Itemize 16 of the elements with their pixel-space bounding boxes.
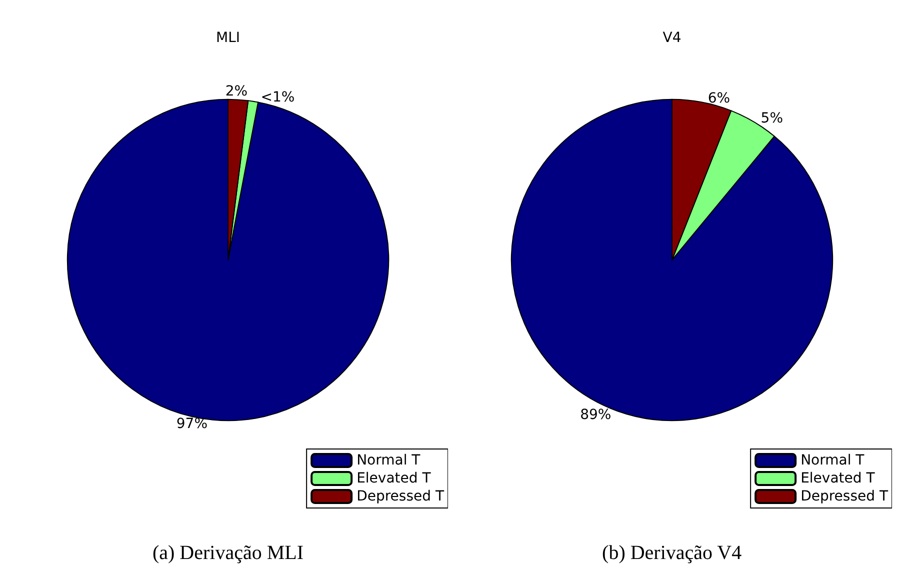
chart-title: MLI bbox=[216, 30, 240, 46]
legend-label: Elevated T bbox=[800, 470, 876, 486]
data-label: <1% bbox=[260, 89, 295, 106]
legend-label: Normal T bbox=[800, 452, 865, 468]
data-label: 6% bbox=[708, 90, 730, 106]
legend-label: Elevated T bbox=[356, 470, 432, 486]
data-label: 2% bbox=[225, 84, 248, 100]
data-label: 89% bbox=[580, 406, 612, 423]
legend-label: Depressed T bbox=[356, 488, 444, 504]
data-label: 97% bbox=[176, 416, 208, 432]
text: (a) Derivação MLI bbox=[152, 542, 304, 564]
legend-label: Depressed T bbox=[800, 488, 888, 504]
data-label: 5% bbox=[760, 110, 784, 126]
text: (b) Derivação V4 bbox=[602, 542, 742, 564]
chart-title: V4 bbox=[662, 30, 682, 46]
legend-label: Normal T bbox=[356, 452, 421, 468]
